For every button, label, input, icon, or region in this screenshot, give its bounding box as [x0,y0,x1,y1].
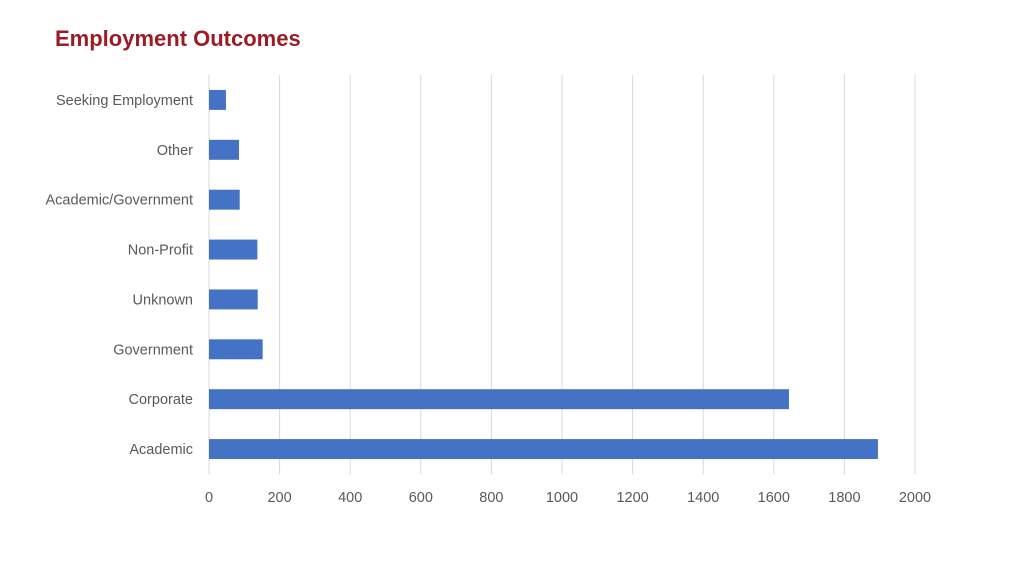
x-tick-label: 1200 [616,490,648,506]
category-label: Seeking Employment [56,93,193,109]
x-tick-label: 1800 [828,490,860,506]
x-tick-label: 600 [409,490,433,506]
bar-other [209,139,240,160]
category-label: Non-Profit [128,243,193,259]
category-label: Unknown [133,292,193,308]
x-tick-label: 1600 [758,490,790,506]
x-tick-label: 800 [479,490,503,506]
bar-non-profit [209,239,258,260]
x-tick-label: 1000 [546,490,578,506]
x-tick-label: 200 [267,490,291,506]
bar-unknown [209,289,258,310]
x-tick-label: 400 [338,490,362,506]
bar-corporate [209,389,789,410]
chart-title: Employment Outcomes [55,26,301,51]
category-label: Government [113,342,193,358]
category-label: Other [157,143,193,159]
bar-academic [209,439,878,460]
x-tick-label: 2000 [899,490,931,506]
category-label: Academic [129,442,193,458]
bar-government [209,339,263,360]
bar-academic-government [209,189,240,210]
category-label: Academic/Government [46,193,193,209]
category-label: Corporate [129,392,193,408]
x-tick-label: 1400 [687,490,719,506]
x-tick-label: 0 [205,490,213,506]
bar-seeking-employment [209,89,226,110]
